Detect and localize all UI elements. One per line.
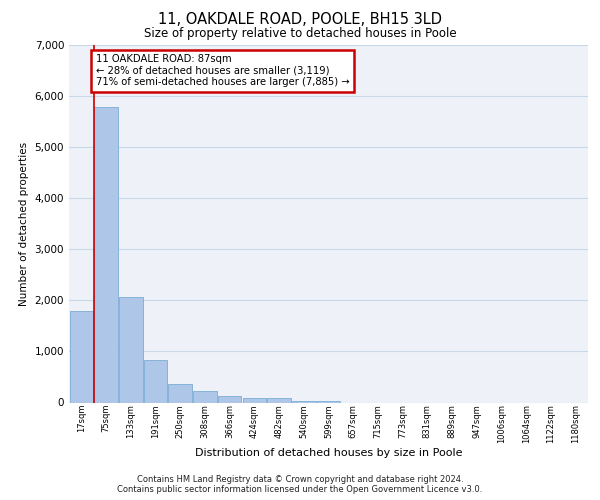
Bar (317, 401, 340, 402)
Bar (169, 384, 192, 402)
Bar (242, 398, 266, 402)
Bar (70, 310, 93, 402)
Bar (193, 391, 217, 402)
Bar (119, 298, 143, 403)
Y-axis label: Number of detached properties: Number of detached properties (19, 142, 29, 306)
Bar (94, 108, 118, 403)
Text: 11 OAKDALE ROAD: 87sqm
← 28% of detached houses are smaller (3,119)
71% of semi-: 11 OAKDALE ROAD: 87sqm ← 28% of detached… (95, 54, 349, 88)
Bar (292, 401, 316, 402)
X-axis label: Distribution of detached houses by size in Poole: Distribution of detached houses by size … (195, 448, 462, 458)
Text: Contains HM Land Registry data © Crown copyright and database right 2024.
Contai: Contains HM Land Registry data © Crown c… (118, 474, 482, 494)
Bar (218, 396, 241, 402)
Text: Size of property relative to detached houses in Poole: Size of property relative to detached ho… (143, 28, 457, 40)
Bar (144, 360, 167, 403)
Text: 11, OAKDALE ROAD, POOLE, BH15 3LD: 11, OAKDALE ROAD, POOLE, BH15 3LD (158, 12, 442, 27)
Bar (268, 398, 291, 402)
